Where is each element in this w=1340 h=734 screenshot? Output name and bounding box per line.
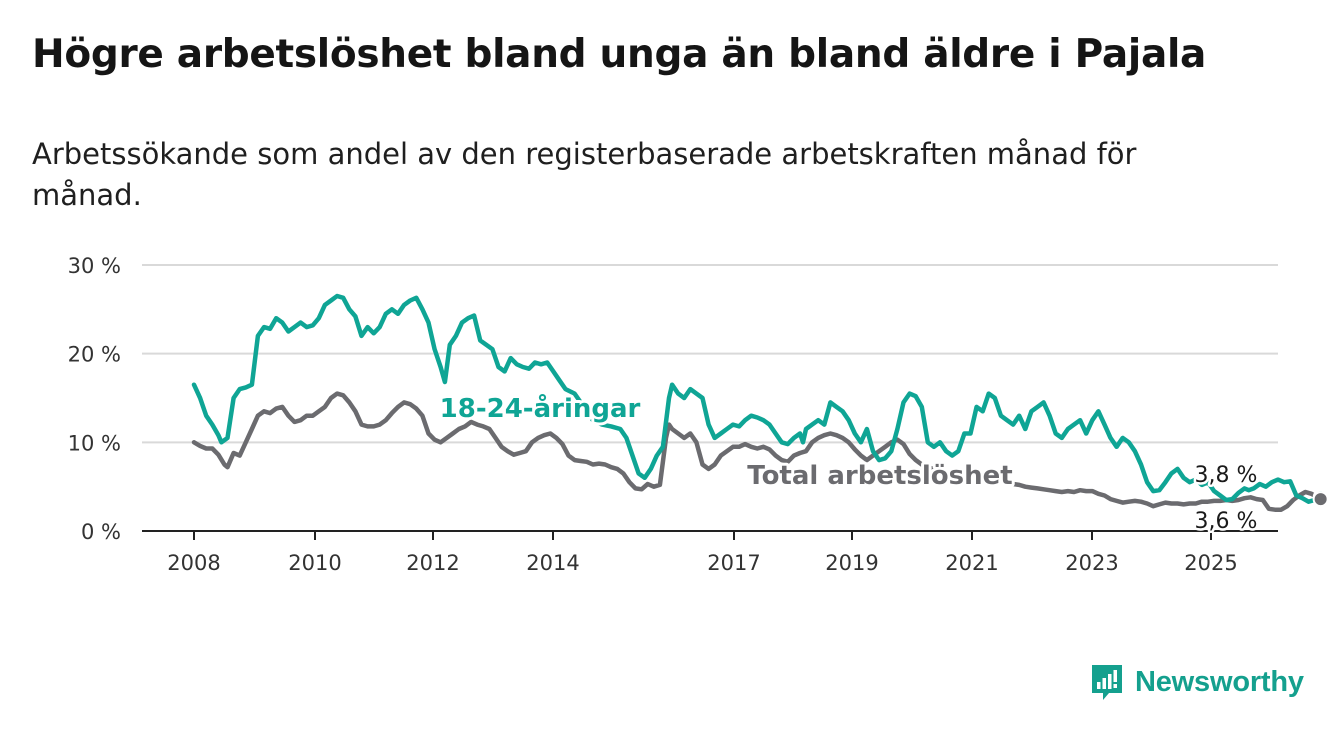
series-line-youth <box>191 293 1323 504</box>
x-tick-label: 2023 <box>1065 551 1118 575</box>
annotations: 18-24-åringar Total arbetslöshet 3,8 % 3,6 … <box>437 389 1329 537</box>
y-tick-label: 0 % <box>81 520 121 544</box>
chart-title: Högre arbetslöshet bland unga än bland ä… <box>32 32 1207 77</box>
y-tick-label: 30 % <box>68 254 121 278</box>
end-point-total <box>1312 491 1329 508</box>
brand-logo[interactable]: Newsworthy <box>1089 660 1304 704</box>
series-label-total: Total arbetslöshet <box>747 461 1012 491</box>
series-label-youth: 18-24-åringar <box>440 392 641 424</box>
x-tick-label: 2014 <box>526 551 579 575</box>
axes: 0 % 10 % 20 % 30 % 2008 2010 2012 2014 2017 2019 2… <box>68 254 1278 575</box>
chart-subtitle: Arbetssökande som andel av den registerb… <box>32 137 1137 212</box>
gridlines <box>142 264 1278 444</box>
x-tick-label: 2021 <box>945 551 998 575</box>
series-line-total <box>191 391 1323 512</box>
y-tick-label: 10 % <box>68 431 121 455</box>
x-tick-label: 2017 <box>707 551 760 575</box>
x-tick-label: 2012 <box>406 551 459 575</box>
x-tick-label: 2008 <box>167 551 220 575</box>
x-tick-label: 2019 <box>825 551 878 575</box>
x-tick-label: 2010 <box>288 551 341 575</box>
end-label-youth: 3,8 % <box>1195 463 1258 488</box>
x-tick-label: 2025 <box>1184 551 1237 575</box>
newsworthy-logo-icon <box>1092 665 1122 700</box>
end-label-total: 3,6 % <box>1195 509 1258 534</box>
y-tick-label: 20 % <box>68 343 121 367</box>
brand-name: Newsworthy <box>1135 665 1304 698</box>
series-lines <box>191 293 1323 512</box>
